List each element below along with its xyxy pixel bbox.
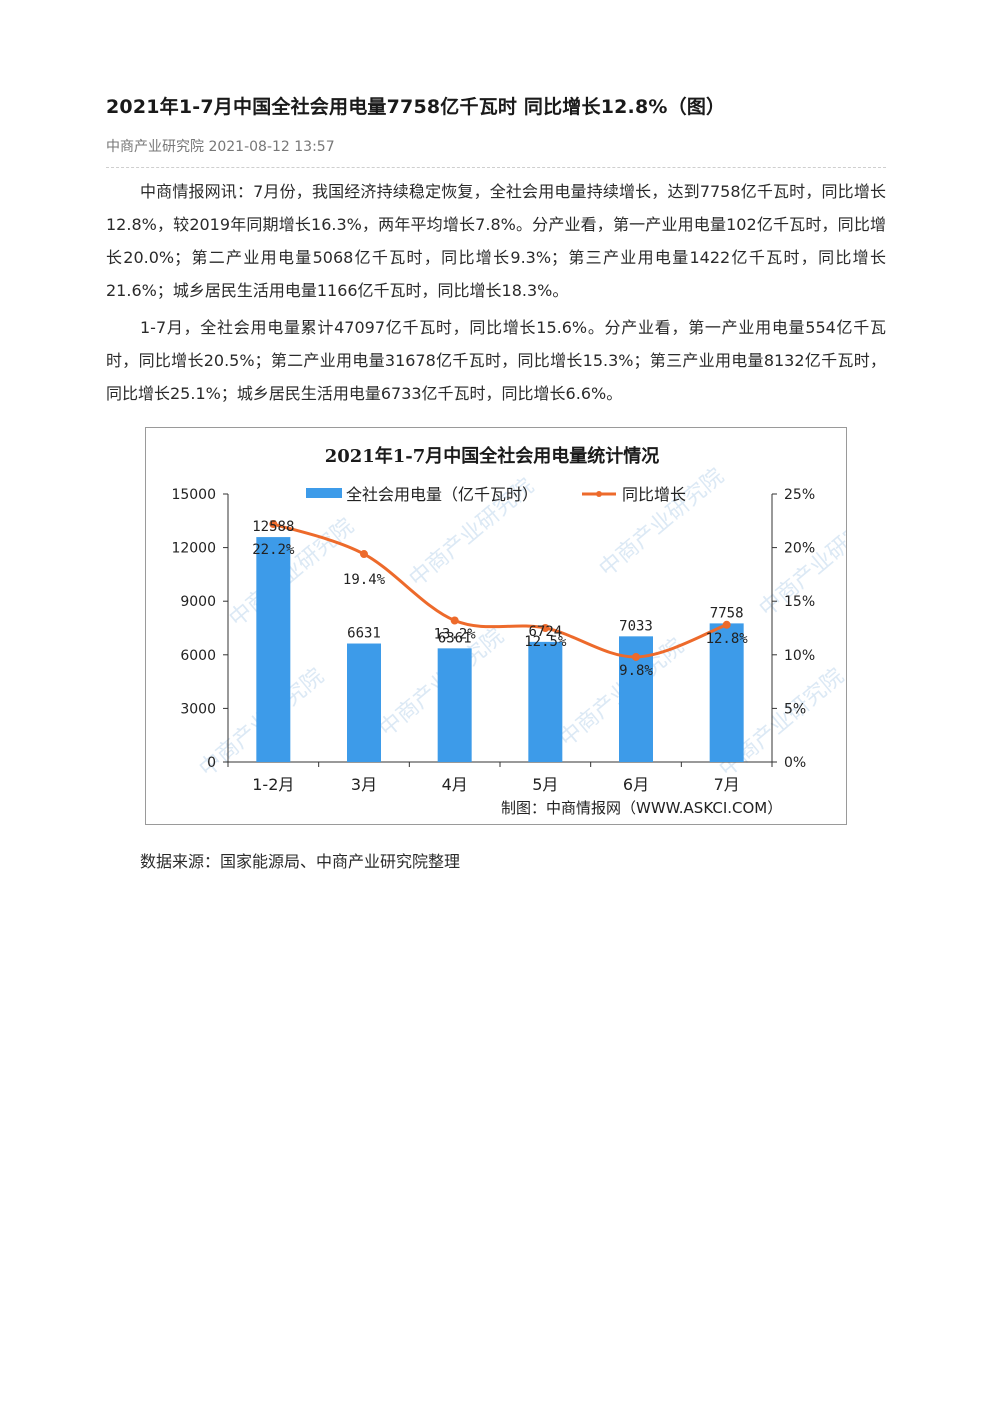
y-left-tick-label: 0 (207, 755, 216, 771)
bar (528, 641, 563, 762)
y-right-tick-label: 0% (784, 755, 806, 771)
axes: 0 3000 6000 9000 12000 15000 0% 5% 10% 15% 20% 25% 1… (171, 487, 815, 794)
line-point (450, 616, 459, 625)
publish-time: 2021-08-12 13:57 (208, 139, 335, 155)
x-tick-label: 1-2月 (252, 775, 294, 794)
legend-bar-swatch (306, 488, 342, 498)
growth-value-label: 9.8% (619, 663, 653, 679)
growth-value-label: 12.8% (706, 631, 749, 647)
legend-bar-label: 全社会用电量（亿千瓦时） (346, 485, 538, 504)
article-title: 2021年1-7月中国全社会用电量7758亿千瓦时 同比增长12.8%（图） (106, 96, 726, 118)
x-tick-label: 7月 (714, 775, 740, 794)
bar-value-label: 6724 (528, 624, 562, 640)
line-point (541, 624, 550, 632)
y-left-tick-label: 15000 (171, 487, 216, 503)
line-point (632, 652, 640, 661)
y-left-tick-label: 3000 (180, 701, 216, 717)
data-labels: 12588 6631 6361 6724 7033 7758 22.2% 19.4% 13.2%… (252, 519, 748, 679)
growth-line-series (269, 520, 731, 661)
legend-line-label: 同比增长 (622, 485, 686, 504)
y-left-tick-label: 6000 (180, 648, 216, 664)
y-right-tick-label: 10% (784, 648, 815, 664)
y-right-tick-label: 15% (784, 594, 815, 610)
line-point (722, 620, 731, 629)
paragraph-1: 中商情报网讯：7月份，我国经济持续稳定恢复，全社会用电量持续增长，达到7758亿… (106, 182, 886, 300)
paragraph-2: 1-7月，全社会用电量累计47097亿千瓦时，同比增长15.6%。分产业看，第一… (106, 318, 886, 403)
y-right-tick-label: 20% (784, 541, 815, 557)
growth-value-label: 12.5% (524, 634, 567, 650)
x-tick-label: 3月 (351, 775, 377, 794)
chart-credit: 制图：中商情报网（WWW.ASKCI.COM） (501, 799, 782, 817)
y-left-tick-label: 9000 (180, 594, 216, 610)
bar (709, 623, 744, 762)
growth-value-label: 19.4% (343, 572, 386, 588)
bar-value-label: 6361 (438, 630, 472, 646)
legend-line-marker (596, 491, 602, 497)
bar (437, 648, 472, 762)
bar-value-label: 6631 (347, 626, 381, 642)
title-divider (106, 167, 886, 168)
x-tick-label: 4月 (442, 775, 468, 794)
chart-figure: 中商产业研究院中商产业研究院中商产业研究院中商产业研究院中商产业研究院中商产业研… (145, 427, 847, 825)
y-left-tick-label: 12000 (171, 541, 216, 557)
chart-legend: 全社会用电量（亿千瓦时） 同比增长 (306, 485, 686, 504)
author[interactable]: 中商产业研究院 (106, 139, 204, 155)
bar (347, 643, 381, 762)
growth-value-label: 13.2% (434, 626, 477, 642)
line-point (269, 520, 278, 529)
bar-value-label: 7033 (619, 618, 653, 634)
growth-value-label: 22.2% (252, 542, 295, 558)
watermark-text: 中商产业研究院 (595, 464, 729, 582)
growth-line (272, 522, 728, 659)
chart-title: 2021年1-7月中国全社会用电量统计情况 (325, 445, 660, 467)
bar (256, 537, 291, 762)
y-right-tick-label: 5% (784, 701, 806, 717)
y-right-tick-label: 25% (784, 487, 815, 503)
article-meta: 中商产业研究院 2021-08-12 13:57 (106, 136, 335, 156)
bar-value-label: 12588 (252, 519, 294, 535)
electricity-chart: 中商产业研究院中商产业研究院中商产业研究院中商产业研究院中商产业研究院中商产业研… (171, 445, 846, 817)
x-tick-label: 5月 (532, 775, 558, 794)
line-point (360, 550, 368, 559)
x-tick-label: 6月 (623, 775, 649, 794)
data-source-note: 数据来源：国家能源局、中商产业研究院整理 (140, 852, 461, 871)
bar-value-label: 7758 (710, 605, 744, 621)
bar-series (256, 537, 744, 762)
watermark-layer: 中商产业研究院中商产业研究院中商产业研究院中商产业研究院中商产业研究院中商产业研… (195, 464, 846, 782)
